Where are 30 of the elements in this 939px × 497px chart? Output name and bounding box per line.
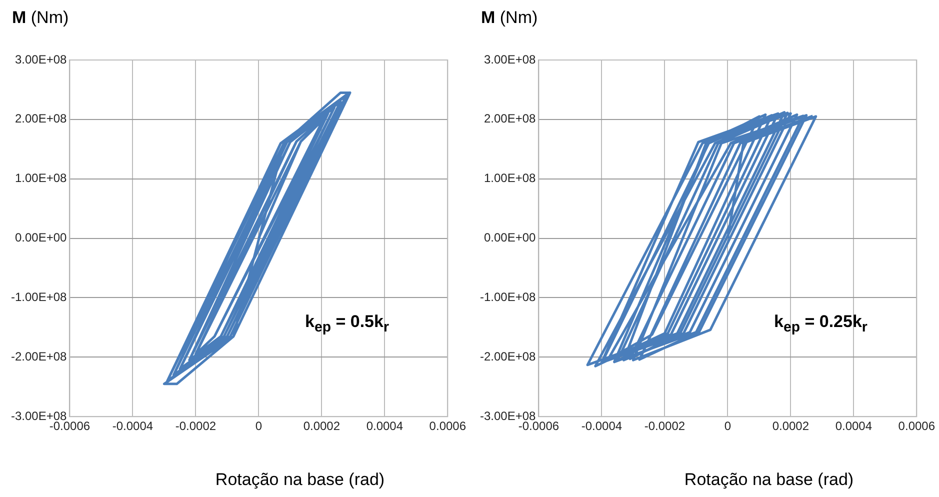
y-tick-label: -2.00E+08	[10, 349, 68, 364]
y-tick-label: 1.00E+08	[484, 171, 536, 186]
y-tick-label: 0.00E+00	[484, 230, 536, 245]
annotation: k$_{ep}$ = 0.25k$_{r}$	[774, 312, 868, 336]
y-tick-label: 3.00E+08	[14, 52, 68, 66]
y-tick-label: 0.00E+00	[14, 230, 68, 245]
x-tick-label: 0	[255, 419, 262, 434]
x-tick-label: 0.0002	[772, 419, 810, 434]
x-axis-title: Rotação na base (rad)	[683, 470, 855, 490]
x-tick-label: 0.0006	[898, 419, 936, 434]
x-tick-label: -0.0004	[581, 419, 622, 434]
y-axis-title: M (Nm)	[12, 8, 69, 28]
y-axis-title: M (Nm)	[481, 8, 538, 28]
y-tick-label: 1.00E+08	[14, 171, 68, 186]
x-tick-label: -0.0002	[644, 419, 686, 434]
x-tick-label: 0.0004	[366, 419, 404, 434]
y-tick-label: -1.00E+08	[480, 290, 536, 304]
y-tick-label: -2.00E+08	[480, 349, 536, 364]
x-tick-label: 0.0004	[835, 419, 872, 434]
y-tick-label: -1.00E+08	[10, 290, 68, 304]
x-tick-label: 0	[724, 419, 732, 434]
y-tick-label: 2.00E+08	[484, 112, 536, 126]
x-tick-label: -0.0004	[112, 419, 154, 434]
x-axis-title: Rotação na base (rad)	[214, 470, 386, 490]
annotation: k$_{ep}$ = 0.5k$_{r}$	[305, 312, 389, 336]
y-tick-label: 2.00E+08	[14, 112, 68, 126]
y-tick-label: 3.00E+08	[484, 52, 536, 66]
x-tick-label: 0.0002	[303, 419, 340, 434]
x-tick-label: -0.0002	[175, 419, 216, 434]
x-tick-label: 0.0006	[429, 419, 466, 434]
